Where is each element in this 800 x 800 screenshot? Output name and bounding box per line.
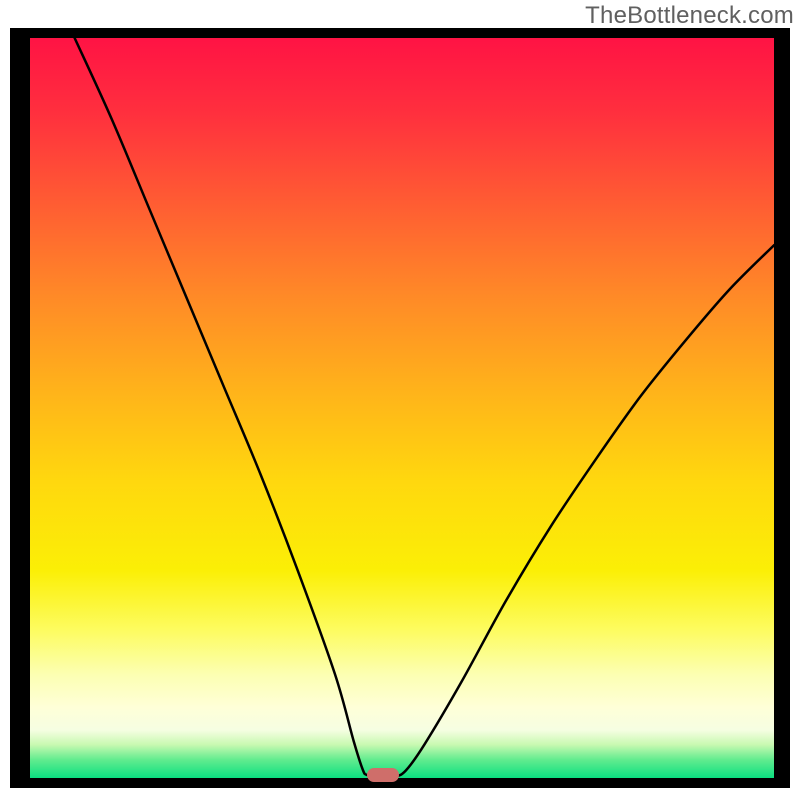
bottleneck-curve: [30, 38, 774, 778]
minimum-point-marker: [367, 768, 399, 782]
chart-plot-area: [30, 38, 774, 778]
chart-outer-frame: [10, 28, 790, 788]
watermark-text: TheBottleneck.com: [585, 2, 794, 30]
